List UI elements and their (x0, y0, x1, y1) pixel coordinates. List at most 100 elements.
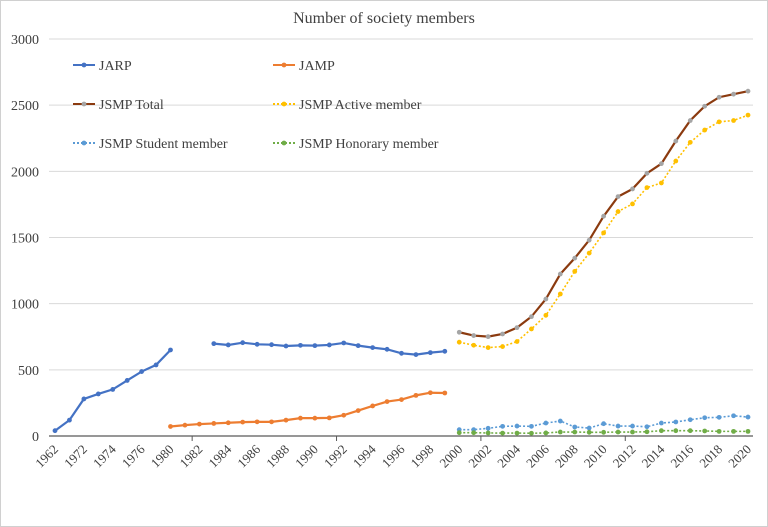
data-point (601, 230, 607, 236)
data-point (529, 326, 534, 332)
data-point (673, 428, 679, 434)
legend-item: JAMP (273, 59, 335, 74)
data-point (500, 344, 505, 349)
series-line (170, 391, 445, 428)
data-point (427, 350, 433, 356)
data-point (557, 291, 563, 297)
data-point (442, 390, 448, 396)
data-point (673, 138, 679, 144)
series-jarp (52, 340, 448, 434)
legend-label: JARP (99, 59, 132, 74)
data-point (225, 420, 231, 426)
data-point (124, 378, 130, 383)
data-point (644, 185, 650, 191)
y-tick-label: 2500 (11, 99, 39, 114)
x-tick-label: 1976 (119, 441, 148, 470)
data-point (731, 91, 736, 97)
legend-label: JSMP Honorary member (299, 137, 439, 152)
y-tick-label: 3000 (11, 33, 39, 48)
data-point (384, 346, 390, 352)
data-point (326, 415, 332, 421)
data-point (745, 112, 751, 118)
data-point (341, 340, 347, 346)
data-point (601, 421, 607, 427)
data-point (644, 429, 650, 435)
data-point (658, 420, 664, 426)
data-point (110, 387, 116, 392)
data-point (269, 419, 274, 425)
y-tick-label: 1500 (11, 232, 39, 247)
data-point (615, 423, 621, 429)
legend-marker (81, 62, 87, 68)
data-point (658, 428, 664, 434)
data-point (543, 420, 549, 426)
data-point (644, 170, 650, 176)
data-point (168, 347, 173, 353)
data-point (485, 345, 491, 351)
data-point (370, 345, 376, 351)
data-point (384, 399, 390, 404)
data-point (731, 413, 736, 419)
data-point (731, 118, 736, 123)
data-point (572, 268, 578, 274)
data-point (716, 119, 722, 125)
data-point (543, 296, 549, 302)
data-point (529, 423, 534, 429)
legend-marker (81, 140, 87, 146)
data-point (283, 343, 289, 349)
data-point (687, 417, 693, 423)
data-point (557, 418, 563, 424)
x-tick-label: 2016 (667, 441, 696, 470)
data-point (630, 186, 635, 192)
data-point (658, 161, 664, 167)
data-point (586, 425, 592, 431)
data-point (745, 88, 751, 94)
x-tick-label: 1994 (350, 441, 379, 470)
data-point (687, 139, 693, 145)
data-point (745, 414, 751, 420)
data-point (298, 342, 303, 348)
data-point (572, 424, 578, 430)
legend-label: JSMP Total (99, 98, 164, 113)
series-jsmp-honorary-member (456, 428, 751, 436)
data-point (543, 430, 549, 436)
data-point (586, 237, 592, 243)
data-point (514, 423, 520, 429)
data-point (514, 325, 520, 331)
x-tick-label: 1998 (408, 442, 437, 471)
data-point (716, 428, 722, 434)
data-point (355, 343, 361, 349)
data-point (399, 397, 404, 403)
data-point (413, 392, 419, 398)
series-line (459, 114, 749, 349)
series-line (459, 414, 749, 431)
x-tick-label: 2000 (436, 442, 465, 471)
x-tick-label: 2004 (494, 441, 523, 470)
x-tick-label: 1986 (234, 441, 263, 470)
data-point (615, 194, 621, 200)
data-point (630, 201, 635, 207)
x-tick-label: 2014 (639, 441, 668, 470)
y-tick-label: 500 (18, 364, 39, 379)
data-point (716, 414, 722, 420)
data-point (687, 428, 693, 434)
data-point (399, 350, 404, 356)
legend-item: JSMP Student member (73, 137, 228, 152)
data-point (601, 213, 607, 219)
x-tick-label: 1974 (90, 441, 119, 470)
data-point (225, 342, 231, 348)
data-point (557, 429, 563, 435)
x-tick-label: 1982 (177, 442, 206, 471)
data-point (52, 428, 58, 434)
legend-item: JSMP Active member (273, 98, 422, 113)
data-point (456, 329, 462, 335)
data-point (485, 425, 491, 431)
legend-marker (81, 101, 87, 107)
chart-title: Number of society members (293, 10, 475, 27)
data-point (615, 429, 621, 435)
data-point (601, 429, 607, 435)
x-tick-label: 2018 (696, 442, 725, 471)
data-point (254, 419, 260, 425)
